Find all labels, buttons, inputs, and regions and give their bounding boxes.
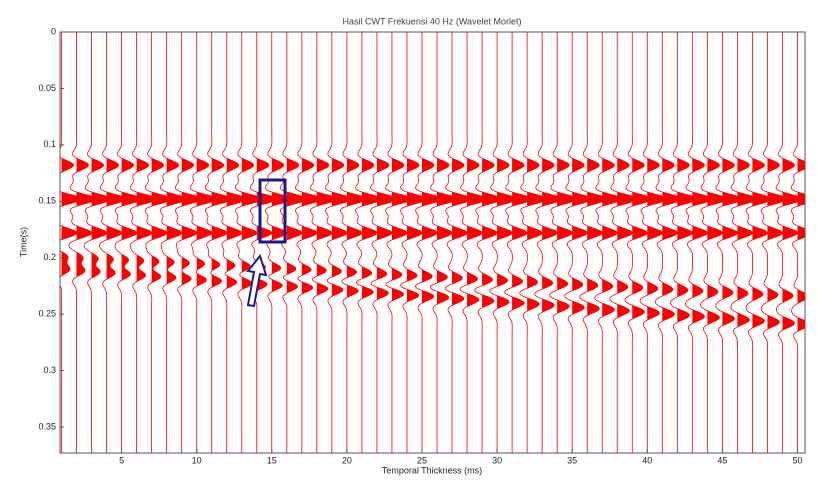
wiggle-trace [609, 32, 638, 453]
wiggle-trace [385, 32, 412, 453]
wiggle-trace [760, 32, 788, 453]
wiggle-trace [700, 32, 728, 453]
wiggle-trace [745, 32, 773, 453]
wiggle-trace [504, 32, 533, 453]
y-tick-label: 0.2 [43, 252, 56, 262]
wiggle-trace [715, 32, 743, 453]
x-tick-label: 50 [792, 455, 802, 465]
wiggle-trace [459, 32, 488, 453]
wiggle-trace [594, 32, 623, 453]
x-tick-label: 15 [267, 455, 277, 465]
wiggle-trace [204, 32, 232, 453]
x-tick-label: 30 [492, 455, 502, 465]
wiggle-trace [474, 32, 503, 453]
wiggle-trace [68, 32, 97, 453]
x-axis-label: Temporal Thickness (ms) [382, 465, 482, 475]
wiggle-trace [429, 32, 457, 453]
wiggle-trace [189, 32, 217, 453]
wiggle-trace [295, 32, 322, 453]
y-tick-label: 0.35 [38, 421, 56, 431]
wiggle-trace [624, 32, 653, 453]
wiggle-trace [60, 32, 82, 453]
x-tick-label: 10 [192, 455, 202, 465]
wiggle-trace [579, 32, 608, 453]
y-tick-label: 0.3 [43, 365, 56, 375]
y-tick-label: 0.05 [38, 83, 56, 93]
y-tick-label: 0.15 [38, 196, 56, 206]
traces [60, 32, 805, 453]
wiggle-trace [790, 32, 805, 453]
wiggle-trace [654, 32, 683, 453]
wiggle-trace [144, 32, 172, 453]
x-tick-label: 45 [717, 455, 727, 465]
wiggle-trace [340, 32, 367, 453]
wiggle-trace [249, 32, 277, 453]
wiggle-trace [234, 32, 262, 453]
x-tick-label: 25 [417, 455, 427, 465]
x-tick-label: 40 [642, 455, 652, 465]
wiggle-trace [370, 32, 397, 453]
x-tick-label: 5 [119, 455, 124, 465]
wiggle-trace [730, 32, 758, 453]
wiggle-trace [219, 32, 247, 453]
wiggle-trace [355, 32, 382, 453]
y-tick-label: 0.1 [43, 139, 56, 149]
x-tick-label: 35 [567, 455, 577, 465]
wiggle-trace [159, 32, 187, 453]
wiggle-trace [549, 32, 578, 453]
wiggle-trace [775, 32, 803, 453]
wiggle-trace [174, 32, 202, 453]
x-tick-label: 20 [342, 455, 352, 465]
wiggle-trace [325, 32, 352, 453]
highlight-box [258, 178, 287, 244]
wiggle-trace [639, 32, 668, 453]
wiggle-trace [400, 32, 427, 453]
wiggle-trace [519, 32, 548, 453]
wiggle-trace [489, 32, 518, 453]
y-tick-label: 0 [51, 26, 56, 36]
wiggle-trace [83, 32, 112, 453]
wiggle-trace [685, 32, 713, 453]
wiggle-trace [444, 32, 472, 453]
wiggle-trace [310, 32, 337, 453]
y-axis-label: Time(s) [18, 227, 28, 257]
wiggle-trace [669, 32, 698, 453]
wiggle-trace [129, 32, 157, 453]
wiggle-trace [534, 32, 563, 453]
arrow [246, 253, 268, 308]
wiggle-trace [415, 32, 442, 453]
wiggle-trace [564, 32, 593, 453]
y-tick-label: 0.25 [38, 309, 56, 319]
chart-title: Hasil CWT Frekuensi 40 Hz (Wavelet Morle… [342, 16, 521, 26]
wiggle-trace [99, 32, 127, 453]
wiggle-trace [114, 32, 142, 453]
